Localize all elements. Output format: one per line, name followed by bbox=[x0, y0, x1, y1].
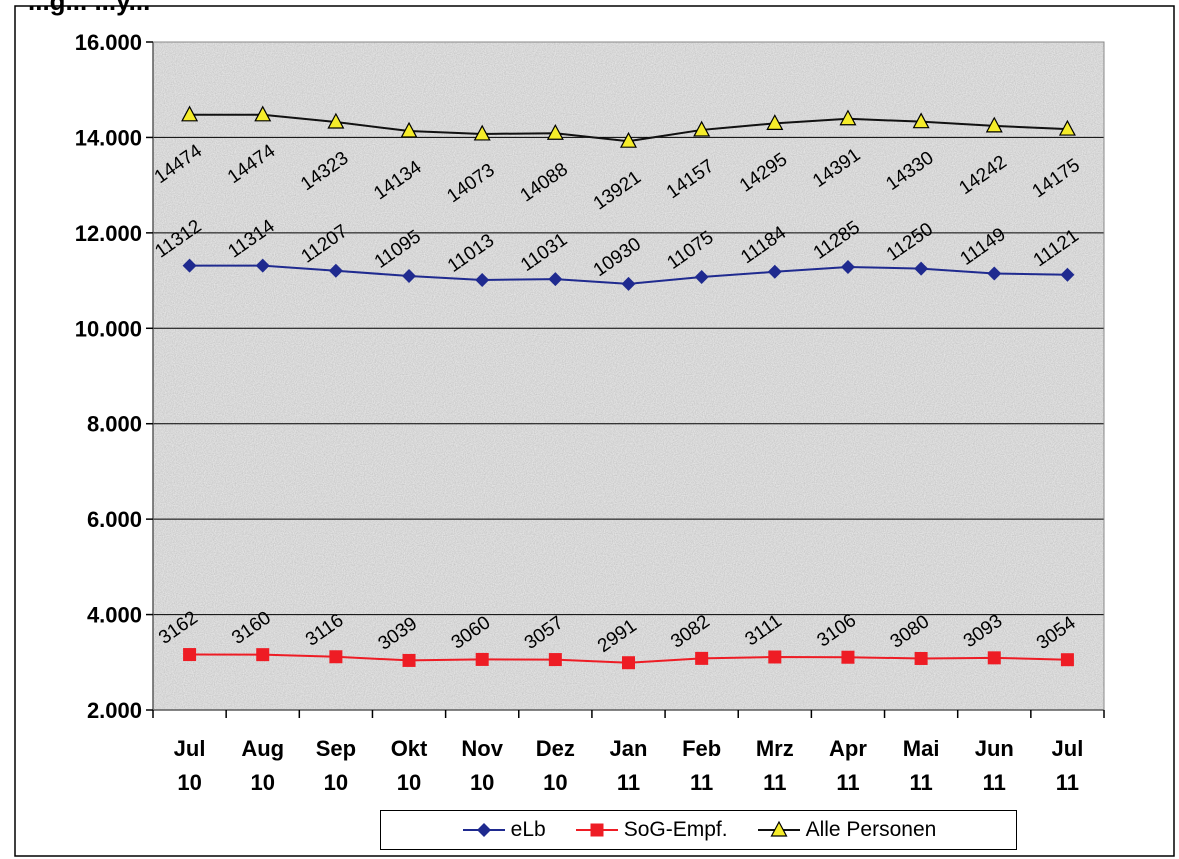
data-point-Alle Personen bbox=[912, 112, 930, 129]
legend-label: SoG-Empf. bbox=[623, 818, 728, 841]
data-point-Alle Personen bbox=[693, 120, 711, 137]
x-tick-label-year: 10 bbox=[177, 770, 201, 795]
y-tick-label: 10.000 bbox=[75, 316, 142, 341]
plot-border bbox=[152, 41, 1105, 711]
x-tick-label-month: Sep bbox=[316, 736, 356, 761]
legend-item: SoG-Empf. bbox=[574, 818, 728, 842]
x-tick-label-year: 10 bbox=[470, 770, 494, 795]
legend-item: Alle Personen bbox=[756, 818, 937, 842]
data-point-eLb bbox=[840, 259, 855, 274]
data-point-eLb bbox=[182, 258, 197, 273]
y-tick-label: 2.000 bbox=[87, 698, 142, 723]
x-tick-label-year: 11 bbox=[763, 770, 786, 795]
x-tick-label-year: 11 bbox=[690, 770, 713, 795]
legend-marker bbox=[476, 823, 491, 837]
data-point-Alle Personen bbox=[327, 112, 345, 129]
data-point-eLb bbox=[475, 272, 490, 287]
x-tick-label-month: Feb bbox=[682, 736, 721, 761]
data-point-Alle Personen bbox=[546, 123, 564, 140]
y-tick-label: 6.000 bbox=[87, 507, 142, 532]
data-point-eLb bbox=[914, 261, 929, 276]
data-point-SoG-Empf. bbox=[1060, 653, 1074, 667]
y-tick-label: 4.000 bbox=[87, 603, 142, 628]
data-point-SoG-Empf. bbox=[987, 651, 1001, 665]
legend-label: Alle Personen bbox=[805, 818, 937, 841]
data-point-eLb bbox=[694, 269, 709, 284]
data-point-Alle Personen bbox=[400, 121, 418, 138]
x-tick-label-year: 10 bbox=[250, 770, 274, 795]
data-point-Alle Personen bbox=[473, 124, 491, 141]
series bbox=[181, 105, 1076, 670]
data-point-SoG-Empf. bbox=[768, 650, 782, 664]
x-tick-label-month: Mai bbox=[903, 736, 940, 761]
data-point-eLb bbox=[987, 266, 1002, 281]
data-point-Alle Personen bbox=[181, 105, 199, 122]
legend-item: eLb bbox=[461, 818, 546, 842]
data-point-Alle Personen bbox=[839, 109, 857, 126]
x-tick-label-month: Aug bbox=[241, 736, 284, 761]
data-point-SoG-Empf. bbox=[914, 651, 928, 665]
legend-marker bbox=[770, 820, 788, 837]
data-point-SoG-Empf. bbox=[402, 653, 416, 667]
data-point-SoG-Empf. bbox=[695, 651, 709, 665]
data-point-eLb bbox=[767, 264, 782, 279]
x-tick-label-year: 11 bbox=[617, 770, 640, 795]
data-point-SoG-Empf. bbox=[548, 653, 562, 667]
data-point-SoG-Empf. bbox=[183, 648, 197, 662]
x-tick-label-year: 10 bbox=[324, 770, 348, 795]
legend-swatch-triangle-icon bbox=[757, 820, 800, 837]
x-tick-label-month: Jul bbox=[1052, 736, 1084, 761]
data-point-SoG-Empf. bbox=[622, 656, 635, 670]
legend-marker bbox=[590, 823, 604, 837]
plot-area bbox=[153, 42, 1104, 710]
data-point-eLb bbox=[621, 276, 636, 291]
y-tick-label: 14.000 bbox=[75, 125, 142, 150]
data-point-eLb bbox=[548, 272, 563, 287]
x-tick-label-month: Jul bbox=[174, 736, 206, 761]
legend-swatch-square-icon bbox=[575, 823, 618, 837]
legend: eLb SoG-Empf. Alle Personen bbox=[380, 810, 1017, 850]
data-point-Alle Personen bbox=[985, 116, 1003, 133]
data-point-SoG-Empf. bbox=[475, 652, 489, 666]
x-tick-label-month: Jun bbox=[975, 736, 1014, 761]
x-tick-label-year: 11 bbox=[983, 770, 1006, 795]
x-tick-label-year: 10 bbox=[543, 770, 567, 795]
x-tick-label-year: 10 bbox=[397, 770, 421, 795]
x-tick-label-year: 11 bbox=[1056, 770, 1079, 795]
x-tick-label-year: 11 bbox=[836, 770, 859, 795]
y-tick-label: 16.000 bbox=[75, 30, 142, 55]
y-tick-label: 12.000 bbox=[75, 221, 142, 246]
x-axis-ticks: Jul 10 Aug 10 Sep 10 Okt 10 Nov 10 Dez 10 Jan 11 Feb 11… bbox=[152, 710, 1105, 795]
x-tick-label-month: Okt bbox=[391, 736, 428, 761]
data-point-eLb bbox=[255, 258, 270, 273]
y-axis-ticks: 2.000 4.000 6.000 8.000 10.000 12.000 14.000 16… bbox=[75, 30, 153, 723]
data-point-SoG-Empf. bbox=[841, 650, 855, 664]
x-tick-label-year: 11 bbox=[909, 770, 932, 795]
chart-title-fragment: ...g... ...y... bbox=[28, 0, 151, 16]
x-tick-label-month: Apr bbox=[829, 736, 867, 761]
data-point-SoG-Empf. bbox=[329, 650, 343, 664]
data-point-Alle Personen bbox=[766, 114, 784, 130]
x-tick-label-month: Dez bbox=[536, 736, 575, 761]
chart-frame bbox=[14, 5, 1175, 857]
x-tick-label-month: Nov bbox=[461, 736, 503, 761]
data-point-eLb bbox=[402, 269, 417, 284]
data-point-Alle Personen bbox=[1058, 119, 1076, 136]
y-tick-label: 8.000 bbox=[87, 412, 142, 437]
data-point-SoG-Empf. bbox=[256, 648, 270, 662]
x-tick-label-month: Mrz bbox=[756, 736, 794, 761]
data-point-eLb bbox=[328, 263, 343, 278]
data-point-eLb bbox=[1060, 267, 1075, 282]
x-tick-label-month: Jan bbox=[610, 736, 648, 761]
legend-label: eLb bbox=[510, 818, 546, 841]
data-point-Alle Personen bbox=[254, 105, 272, 122]
data-point-Alle Personen bbox=[619, 131, 638, 148]
axes bbox=[152, 41, 1105, 711]
legend-swatch-diamond-icon bbox=[462, 823, 505, 837]
